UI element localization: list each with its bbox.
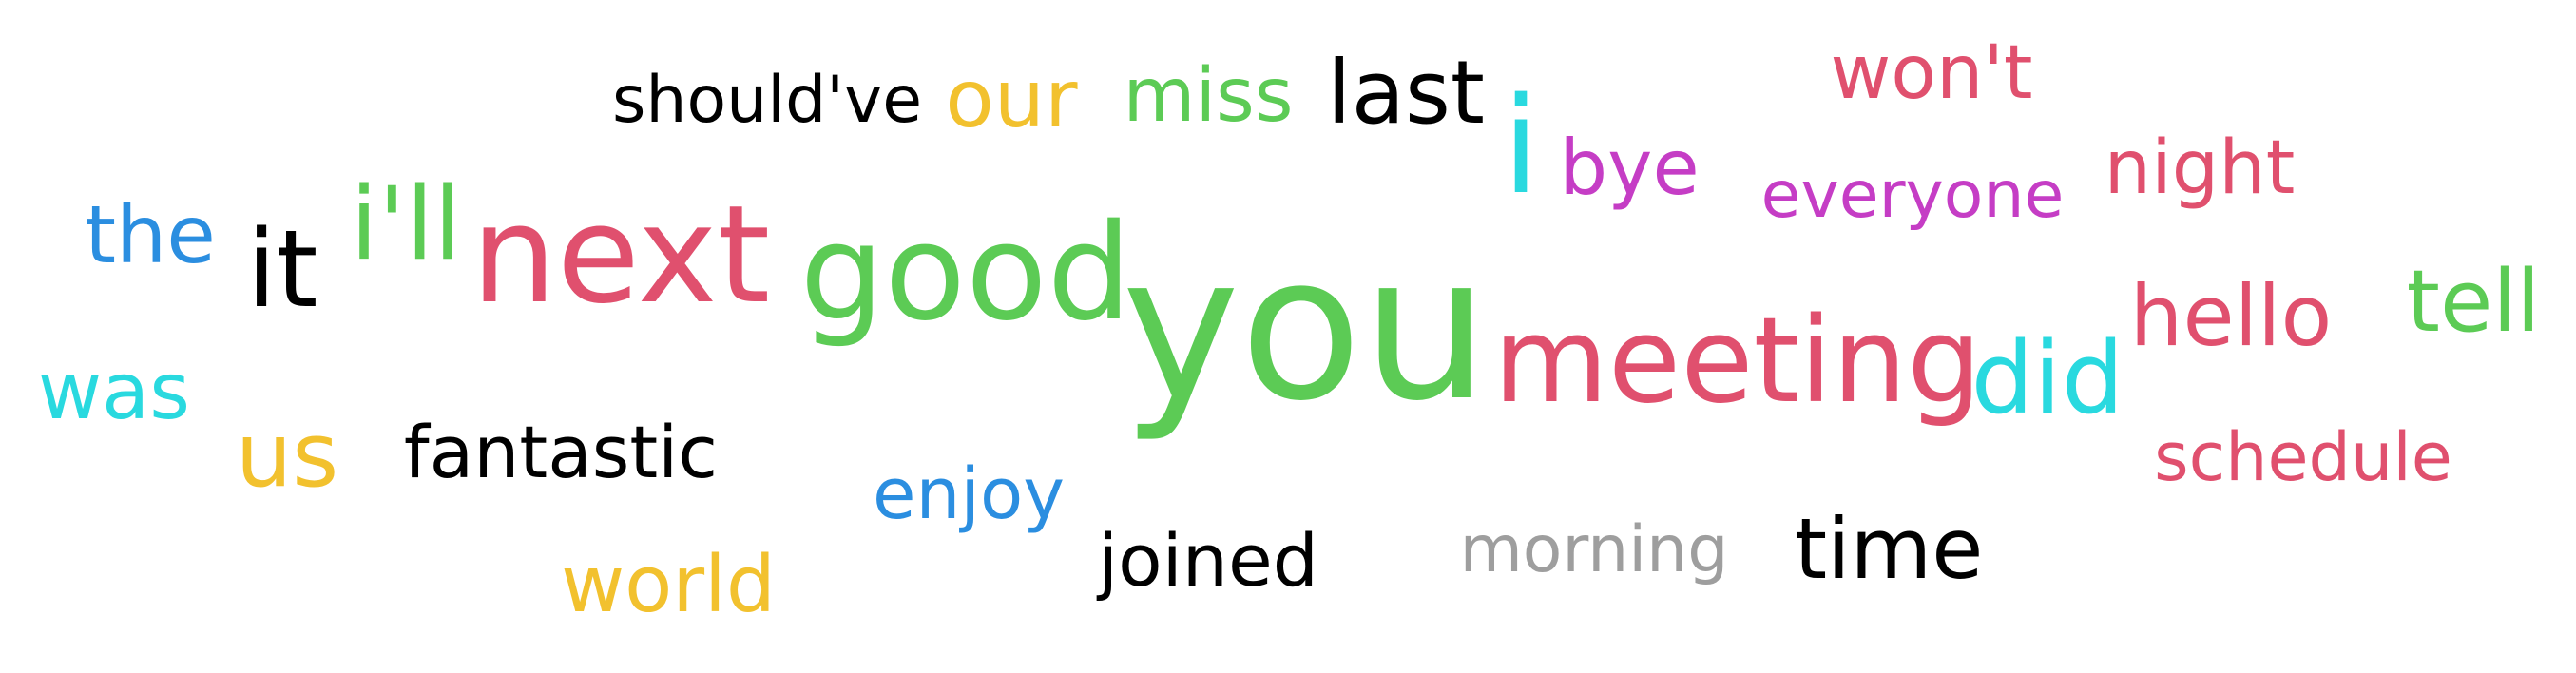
word-wont: won't	[1830, 30, 2033, 116]
word-schedule: schedule	[2154, 418, 2452, 496]
word-ill: i'll	[350, 165, 462, 282]
word-shouldve: should've	[611, 63, 923, 138]
word-the: the	[85, 188, 216, 281]
word-it: it	[246, 208, 318, 332]
word-you: you	[1122, 212, 1489, 445]
word-meeting: meeting	[1493, 293, 1982, 430]
word-everyone: everyone	[1760, 158, 2065, 233]
word-last: last	[1327, 42, 1485, 144]
word-hello: hello	[2129, 267, 2333, 365]
word-fantastic: fantastic	[403, 410, 719, 494]
word-was: was	[37, 347, 191, 437]
word-world: world	[561, 540, 776, 630]
word-bye: bye	[1559, 124, 1700, 212]
word-good: good	[799, 196, 1132, 351]
word-i: i	[1502, 69, 1540, 224]
word-tell: tell	[2406, 252, 2541, 352]
word-morning: morning	[1459, 512, 1729, 587]
word-time: time	[1794, 500, 1984, 598]
word-enjoy: enjoy	[872, 453, 1066, 535]
word-did: did	[1970, 320, 2124, 436]
word-our: our	[945, 52, 1078, 145]
word-us: us	[235, 404, 339, 508]
word-miss: miss	[1123, 53, 1294, 139]
word-next: next	[471, 177, 771, 334]
word-night: night	[2104, 125, 2296, 211]
word-joined: joined	[1098, 518, 1318, 603]
